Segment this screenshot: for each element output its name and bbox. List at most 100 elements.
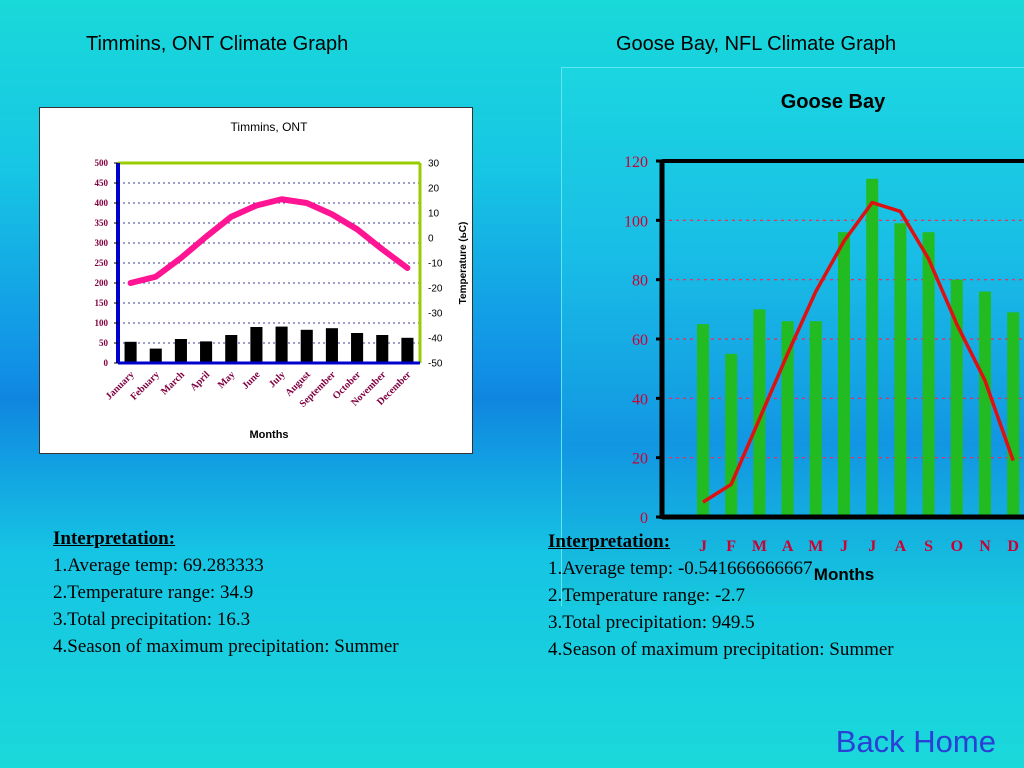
y2-tick-label: 20	[428, 184, 440, 195]
interpretation-line: 4.Season of maximum precipitation: Summe…	[53, 636, 399, 657]
temperature-point	[153, 274, 159, 280]
y2-tick-label: -20	[428, 284, 443, 295]
x-tick-label: April	[188, 369, 212, 393]
x-tick-label: March	[159, 369, 187, 397]
temperature-point	[304, 200, 310, 206]
x-tick-label: J	[699, 538, 707, 555]
timmins-chart: Timmins, ONT 0 50 100 150 200 250 300 350 400 450 5…	[39, 107, 473, 454]
temperature-line	[127, 196, 411, 286]
y-tick-label: 50	[99, 338, 109, 348]
y2-tick-label: 10	[428, 209, 440, 220]
interpretation-line: 1.Average temp: -0.541666666667	[548, 558, 813, 579]
interpretation-line: 4.Season of maximum precipitation: Summe…	[548, 639, 894, 660]
x-tick-label: June	[240, 369, 263, 392]
timmins-graph-title: Timmins, ONT Climate Graph	[86, 33, 349, 55]
precip-bar	[894, 223, 907, 518]
precip-bar	[781, 321, 794, 517]
x-tick-label: O	[951, 538, 963, 555]
back-home-link[interactable]: Back Home	[835, 724, 996, 759]
x-tick-label: A	[895, 538, 907, 555]
temperature-point	[404, 265, 410, 271]
timmins-interpretation: Interpretation: 1.Average temp: 69.28333…	[53, 525, 399, 660]
precip-bar	[325, 328, 338, 363]
temperature-point	[178, 255, 184, 261]
y-tick-label: 80	[632, 273, 648, 290]
y2-tick-label: -10	[428, 259, 443, 270]
y-tick-label: 100	[624, 213, 648, 230]
chart-title: Goose Bay	[781, 91, 886, 113]
precip-bar	[866, 178, 879, 518]
precip-bar	[250, 327, 263, 363]
x-axis-title: Months	[814, 565, 874, 584]
temperature-point	[279, 196, 285, 202]
y2-tick-label: 30	[428, 159, 440, 170]
x-tick-label: M	[808, 538, 823, 555]
interpretation-line: 2.Temperature range: -2.7	[548, 585, 746, 606]
interpretation-line: 3.Total precipitation: 949.5	[548, 612, 755, 633]
y-tick-label: 300	[95, 238, 109, 248]
y2-tick-label: -50	[428, 359, 443, 370]
interpretation-line: 3.Total precipitation: 16.3	[53, 609, 251, 630]
y-tick-label: 40	[632, 391, 648, 408]
chart-title: Timmins, ONT	[231, 120, 309, 134]
temperature-point	[228, 214, 234, 220]
temperature-point	[329, 211, 335, 217]
y-tick-label: 0	[640, 510, 648, 527]
precip-bar	[809, 321, 822, 517]
x-axis-title: Months	[249, 429, 288, 441]
y2-tick-label: -30	[428, 309, 443, 320]
y-tick-label: 120	[624, 154, 648, 171]
y-tick-label: 500	[95, 158, 109, 168]
x-tick-label: F	[726, 538, 736, 555]
precip-bar	[950, 279, 963, 517]
precip-bar	[838, 232, 850, 517]
precip-bar	[174, 339, 187, 363]
x-tick-label: D	[1007, 538, 1019, 555]
y-tick-label: 400	[95, 198, 109, 208]
precip-bar	[1007, 312, 1020, 517]
temperature-point	[128, 280, 134, 286]
x-tick-label: N	[979, 538, 991, 555]
temperature-point	[203, 234, 209, 240]
y2-tick-label: -40	[428, 334, 443, 345]
precip-bar	[200, 341, 213, 363]
x-tick-label: A	[782, 538, 794, 555]
interpretation-line: 1.Average temp: 69.283333	[53, 555, 264, 576]
goose-bay-graph-title: Goose Bay, NFL Climate Graph	[616, 33, 897, 55]
precip-bar	[149, 348, 162, 363]
goose-bay-chart: Goose Bay 0 20 40 60 80 100 120 J F M A M J J A S O N D Mont…	[561, 67, 1024, 606]
x-tick-label: S	[924, 538, 933, 555]
temperature-point	[253, 203, 259, 208]
x-tick-label: July	[267, 369, 288, 390]
precip-bar	[124, 341, 137, 363]
precip-bar	[401, 337, 414, 363]
y2-axis-title: Temperature (ьC)	[458, 222, 469, 305]
temperature-point	[354, 226, 360, 232]
precip-bar	[979, 291, 991, 517]
y-tick-label: 450	[95, 178, 109, 188]
x-tick-label: M	[752, 538, 767, 555]
precip-bar	[225, 335, 238, 363]
y-tick-label: 200	[95, 278, 109, 288]
y2-tick-label: 0	[428, 234, 434, 245]
interpretation-heading: Interpretation:	[548, 531, 671, 552]
y-tick-label: 0	[104, 358, 109, 368]
goose-bay-interpretation: Interpretation: 1.Average temp: -0.54166…	[548, 528, 894, 663]
precip-bar	[753, 309, 766, 517]
x-tick-label: J	[868, 538, 876, 555]
precip-bar	[376, 335, 389, 363]
y-tick-label: 350	[95, 218, 109, 228]
timmins-chart-svg: Timmins, ONT0501001502002503003504004505…	[95, 120, 470, 441]
temperature-line	[702, 200, 1015, 504]
interpretation-line: 2.Temperature range: 34.9	[53, 582, 254, 603]
x-tick-label: May	[216, 369, 238, 391]
y-tick-label: 100	[95, 318, 109, 328]
y-tick-label: 20	[632, 451, 648, 468]
precip-bar	[922, 232, 935, 517]
x-tick-label: J	[840, 538, 848, 555]
y-tick-label: 60	[632, 332, 648, 349]
precip-bar	[725, 353, 738, 517]
precip-bar	[351, 333, 364, 363]
interpretation-heading: Interpretation:	[53, 528, 176, 549]
